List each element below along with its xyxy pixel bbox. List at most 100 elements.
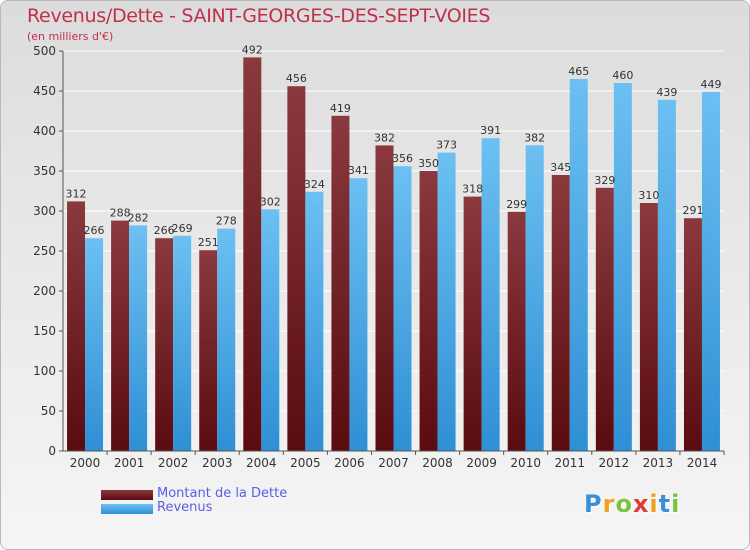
data-label-dette-2000: 312 [66,187,87,200]
y-tick-label: 150 [33,324,56,338]
data-label-revenus-2007: 356 [392,152,413,165]
data-label-dette-2013: 310 [638,189,659,202]
logo-letter: r [602,490,616,518]
y-tick-label: 400 [33,124,56,138]
logo-letter: o [615,490,633,518]
bar-revenus-2007 [393,166,412,451]
data-label-dette-2008: 350 [418,157,439,170]
y-tick-label: 250 [33,244,56,258]
data-label-revenus-2009: 391 [480,124,501,137]
bar-revenus-2014 [701,91,720,452]
legend-swatch-revenus [101,504,153,514]
data-label-revenus-2013: 439 [656,86,677,99]
x-tick-label-2010: 2010 [510,456,541,470]
data-label-dette-2004: 492 [242,43,263,56]
x-tick-label-2003: 2003 [202,456,233,470]
logo-letter: i [671,490,681,518]
data-label-dette-2014: 291 [682,204,703,217]
bar-dette-2008 [419,171,438,451]
data-label-dette-2007: 382 [374,131,395,144]
bar-revenus-2013 [657,99,676,452]
bar-dette-2014 [683,218,702,451]
y-tick-label: 500 [33,44,56,58]
y-tick-label: 450 [33,84,56,98]
x-tick-label-2011: 2011 [554,456,585,470]
data-label-revenus-2012: 460 [612,69,633,82]
bar-revenus-2011 [569,79,588,451]
x-tick-label-2000: 2000 [70,456,101,470]
x-tick-label-2014: 2014 [687,456,718,470]
x-tick-label-2008: 2008 [422,456,453,470]
bar-dette-2013 [639,203,658,451]
data-label-dette-2003: 251 [198,236,219,249]
data-label-revenus-2001: 282 [128,211,149,224]
logo-letter: P [584,490,603,518]
data-label-revenus-2008: 373 [436,139,457,152]
legend-label-revenus: Revenus [157,500,213,515]
data-label-revenus-2005: 324 [304,178,325,191]
x-tick-label-2012: 2012 [599,456,630,470]
bar-dette-2011 [551,175,570,451]
bar-dette-2006 [331,115,350,452]
y-tick-label: 300 [33,204,56,218]
logo-letter: t [658,490,672,518]
y-tick-label: 0 [48,444,56,458]
legend-label-dette: Montant de la Dette [157,486,288,501]
data-label-dette-2001: 288 [110,207,131,220]
bar-dette-2009 [463,196,482,451]
data-label-revenus-2002: 269 [172,222,193,235]
legend-swatch-dette [101,490,153,500]
x-tick-label-2002: 2002 [158,456,189,470]
data-label-revenus-2003: 278 [216,215,237,228]
bar-dette-2000 [67,201,86,451]
bar-revenus-2005 [305,191,324,452]
x-tick-label-2004: 2004 [246,456,277,470]
data-label-revenus-2004: 302 [260,195,281,208]
bar-dette-2002 [155,238,174,451]
y-tick-label: 100 [33,364,56,378]
bar-revenus-2009 [481,138,500,451]
bar-dette-2012 [595,187,614,452]
data-label-dette-2011: 345 [550,161,571,174]
bar-dette-2005 [287,86,306,451]
data-label-dette-2012: 329 [594,174,615,187]
logo-letter: i [649,490,659,518]
x-tick-label-2007: 2007 [378,456,409,470]
bar-revenus-2004 [261,209,280,451]
x-tick-label-2001: 2001 [114,456,145,470]
bar-revenus-2006 [349,178,368,451]
bar-revenus-2000 [85,238,104,451]
data-label-dette-2010: 299 [506,198,527,211]
x-tick-label-2006: 2006 [334,456,365,470]
data-label-dette-2002: 266 [154,224,175,237]
bar-dette-2007 [375,145,394,451]
y-tick-label: 350 [33,164,56,178]
bar-dette-2001 [111,220,130,451]
bar-revenus-2002 [173,235,192,451]
bar-revenus-2010 [525,145,544,451]
data-label-revenus-2006: 341 [348,164,369,177]
bar-dette-2010 [507,211,526,451]
bar-dette-2004 [243,57,262,452]
chart-subtitle: (en milliers d'€) [27,30,114,43]
y-tick-label: 200 [33,284,56,298]
bar-dette-2003 [199,250,218,451]
bar-revenus-2012 [613,83,632,451]
bar-revenus-2001 [129,225,148,451]
bar-revenus-2008 [437,152,456,451]
x-tick-label-2009: 2009 [466,456,497,470]
data-label-dette-2005: 456 [286,72,307,85]
data-label-revenus-2011: 465 [568,65,589,78]
x-tick-label-2005: 2005 [290,456,321,470]
bar-revenus-2003 [217,228,236,451]
data-label-revenus-2014: 449 [700,78,721,91]
y-tick-label: 50 [41,404,56,418]
x-tick-label-2013: 2013 [643,456,674,470]
chart-title: Revenus/Dette - SAINT-GEORGES-DES-SEPT-V… [27,5,491,27]
logo-letter: x [632,490,650,518]
data-label-dette-2009: 318 [462,183,483,196]
data-label-dette-2006: 419 [330,102,351,115]
data-label-revenus-2010: 382 [524,131,545,144]
